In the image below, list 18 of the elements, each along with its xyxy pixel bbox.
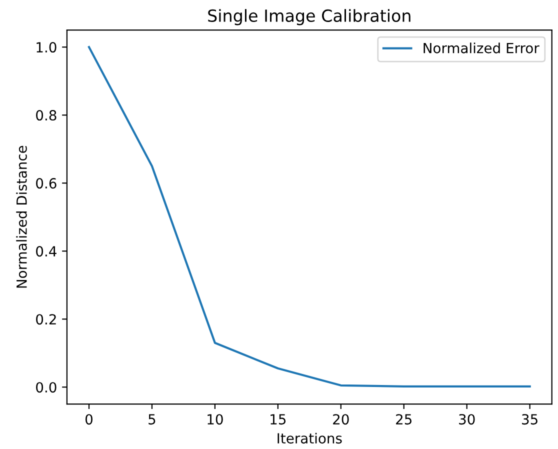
x-tick-label: 5	[148, 414, 156, 425]
x-tick-label: 10	[208, 414, 223, 425]
y-tick-label: 1.0	[36, 42, 56, 53]
y-tick-label: 0.0	[36, 382, 56, 393]
x-tick-label: 0	[86, 414, 92, 425]
y-tick-label: 0.6	[36, 178, 56, 189]
x-tick-label: 25	[396, 414, 412, 425]
legend-label: Normalized Error	[424, 42, 540, 54]
x-tick-label: 20	[333, 414, 349, 425]
y-tick-label: 0.8	[36, 110, 56, 121]
x-tick-label: 30	[459, 414, 475, 425]
y-tick-label: 0.4	[36, 246, 56, 257]
chart-title: Single Image Calibration	[208, 9, 410, 26]
y-tick-label: 0.2	[36, 314, 56, 325]
y-axis-title: Normalized Distance	[16, 146, 27, 288]
x-axis-title: Iterations	[278, 432, 342, 444]
x-tick-label: 15	[270, 414, 286, 425]
x-tick-label: 35	[522, 414, 538, 425]
